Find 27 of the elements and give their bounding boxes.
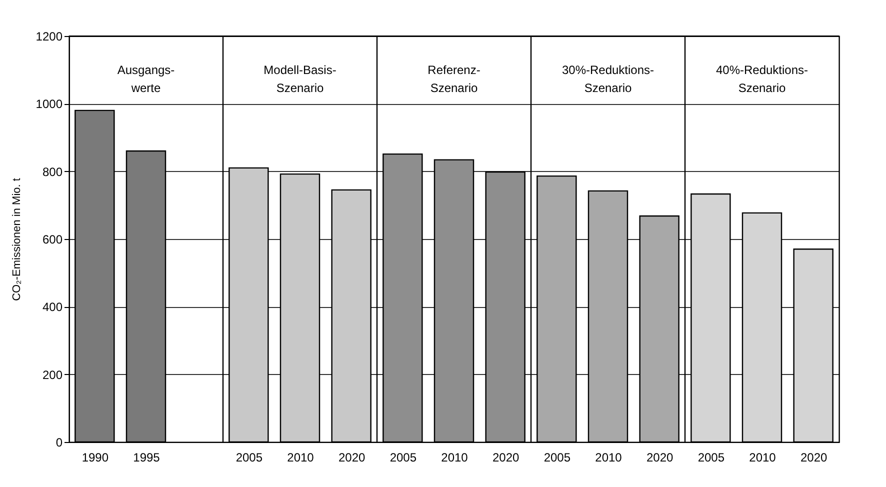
y-tick-label: 600 (42, 232, 63, 246)
x-tick-label: 1990 (82, 450, 109, 464)
x-tick-label: 2020 (646, 450, 674, 464)
x-tick-label: 1995 (133, 450, 160, 464)
annotation: 30%-Reduktions- Szenario (562, 62, 654, 95)
y-tick-label: 800 (42, 164, 63, 179)
x-tick-label: 2005 (698, 450, 725, 464)
x-tick-label: 2020 (800, 450, 828, 464)
y-tick-label: 1200 (36, 30, 63, 44)
y-axis-title: CO₂-Emissionen in Mio. t (10, 178, 23, 301)
x-tick-label: 2010 (595, 450, 622, 464)
x-tick-label: 2005 (236, 450, 263, 464)
annotation: Referenz- Szenario (428, 62, 480, 95)
x-tick-label: 2020 (492, 450, 520, 464)
y-tick-label: 400 (42, 300, 63, 314)
x-tick-label: 2010 (441, 450, 468, 464)
x-tick-label: 2005 (544, 450, 571, 464)
y-tick-label: 1000 (36, 97, 63, 112)
x-tick-label: 2010 (287, 450, 314, 464)
annotation: Ausgangs- werte (117, 62, 175, 95)
x-tick-label: 2020 (338, 450, 366, 464)
y-tick-label: 200 (42, 368, 63, 382)
x-tick-label: 2005 (390, 450, 417, 464)
annotation: Modell-Basis- Szenario (264, 62, 336, 95)
annotation: 40%-Reduktions- Szenario (716, 62, 808, 95)
x-tick-label: 2010 (749, 450, 776, 464)
y-tick-label: 0 (56, 436, 63, 450)
